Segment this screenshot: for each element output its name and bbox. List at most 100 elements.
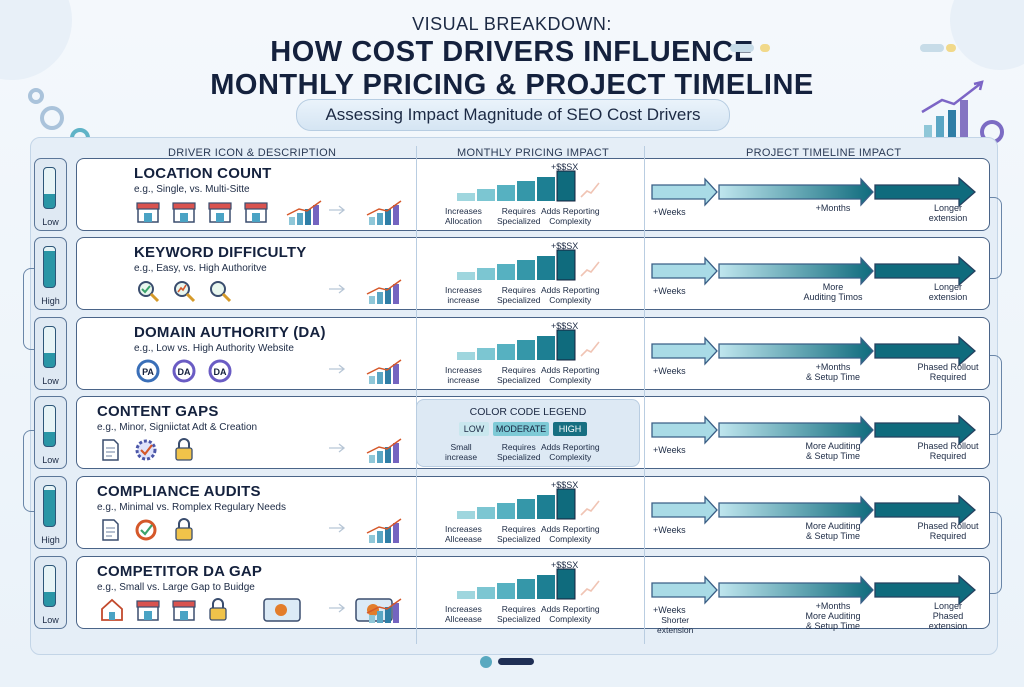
driver-title: DOMAIN AUTHORITY (DA): [134, 324, 326, 341]
price-note-3: Adds Reporting Complexity: [541, 604, 600, 624]
badge-check-icon: [135, 519, 157, 541]
price-note-1: Increases Allceease: [445, 524, 482, 544]
gauge-bar: [43, 485, 56, 527]
DA: DA: [172, 359, 196, 383]
small-arrow-icon: [329, 523, 346, 533]
note-line: Phased: [932, 611, 964, 621]
note-line: More: [822, 282, 844, 292]
magnifier-icon: [210, 281, 232, 303]
timeline-right-label: Longer extension: [903, 282, 993, 302]
note-line: Allceease: [445, 534, 482, 544]
note-line: Longer: [933, 203, 963, 213]
price-note-3: Adds Reporting Complexity: [541, 285, 600, 305]
pricing-bar: [556, 329, 576, 361]
pricing-bar: [556, 249, 576, 281]
price-tag: +$$SX: [551, 321, 579, 331]
note-line: Requires: [501, 285, 536, 295]
faded-chart-icon: [580, 261, 600, 277]
mini-trend-chart: [286, 200, 322, 225]
pricing-bar: [477, 268, 495, 280]
price-note-3: Adds Reporting Complexity: [541, 442, 600, 462]
impact-level-gauge: Low: [34, 158, 67, 231]
note-line: Adds Reporting: [541, 524, 600, 534]
driver-subtitle: e.g., Single, vs. Multi-Sitte: [134, 184, 250, 195]
small-arrow-icon: [329, 443, 346, 453]
note-line: & Setup Time: [805, 621, 861, 631]
mini-trend-chart: [366, 200, 402, 225]
price-tag: +$$SX: [551, 241, 579, 251]
padlock-icon: [209, 598, 227, 621]
note-line: Phased Rollout: [917, 521, 979, 531]
price-note-1: Increases increase: [445, 365, 482, 385]
pricing-bar-chart: [457, 249, 576, 281]
price-note-3: Adds Reporting Complexity: [541, 365, 600, 385]
flow-connector: [989, 197, 1002, 279]
impact-level-label: Low: [42, 455, 59, 465]
note-line: increase: [447, 295, 480, 305]
note-line: Phased Rollout: [917, 362, 979, 372]
pricing-bar: [556, 568, 576, 600]
padlock-icon: [175, 438, 193, 461]
pricing-bar-chart: [457, 488, 576, 520]
timeline-segment-3: [874, 256, 976, 286]
title-line-2: MONTHLY PRICING & PROJECT TIMELINE: [210, 69, 814, 101]
pricing-bar: [497, 185, 515, 201]
price-tag: +$$SX: [551, 480, 579, 490]
note-line: extension: [657, 625, 694, 635]
impact-level-gauge: High: [34, 476, 67, 549]
flow-connector: [23, 268, 36, 350]
pricing-bar: [556, 488, 576, 520]
flow-connector: [989, 512, 1002, 594]
note-line: Requires: [501, 524, 536, 534]
impact-level-label: High: [41, 535, 60, 545]
pricing-bar: [477, 189, 495, 201]
price-note-1: Increases increase: [445, 285, 482, 305]
price-note-2: Requires Specialized: [497, 206, 540, 226]
note-line: More Auditing: [805, 441, 861, 451]
timeline-left-label: +Weeks: [653, 605, 686, 615]
impact-level-gauge: Low: [34, 556, 67, 629]
price-note-2: Requires Specialized: [497, 604, 540, 624]
timeline-segment-1: [651, 415, 718, 445]
subtitle-banner: Assessing Impact Magnitude of SEO Cost D…: [296, 99, 730, 131]
impact-level-label: Low: [42, 376, 59, 386]
mini-trend-chart: [366, 598, 402, 623]
pricing-bar: [457, 193, 475, 201]
svg-text:DA: DA: [214, 367, 227, 377]
note-line: Requires: [501, 604, 536, 614]
price-tag: +$$SX: [551, 560, 579, 570]
pricing-bar: [477, 587, 495, 599]
note-line: Increases: [445, 285, 482, 295]
legend-title: COLOR CODE LEGEND: [469, 406, 587, 418]
pricing-bar: [497, 344, 515, 360]
pricing-bar: [457, 272, 475, 280]
note-line: & Setup Time: [805, 451, 861, 461]
driver-subtitle: e.g., Low vs. High Authority Website: [134, 343, 294, 354]
pricing-bar: [517, 499, 535, 519]
timeline-segment-2: [718, 336, 874, 366]
timeline-segment-3: [874, 575, 976, 605]
timeline-segment-3: [874, 415, 976, 445]
timeline-segment-3: [874, 495, 976, 525]
gauge-bar: [43, 167, 56, 209]
note-line: Specialized: [497, 375, 541, 385]
driver-title: LOCATION COUNT: [134, 165, 272, 182]
timeline-segment-2: [718, 575, 874, 605]
pricing-bar-chart: [457, 568, 576, 600]
impact-level-label: Low: [42, 217, 59, 227]
storefront-icon: [172, 600, 196, 621]
column-divider: [416, 146, 417, 644]
color-code-legend: COLOR CODE LEGEND LOW MODERATE HIGH Smal…: [416, 399, 640, 467]
timeline-segment-2: [718, 415, 874, 445]
impact-level-label: Low: [42, 615, 59, 625]
note-line: +Months: [815, 203, 851, 213]
driver-subtitle: e.g., Small vs. Large Gap to Buidge: [97, 582, 255, 593]
price-tag: +$$SX: [551, 162, 579, 172]
faded-chart-icon: [580, 341, 600, 357]
driver-title: COMPETITOR DA GAP: [97, 563, 263, 580]
price-note-2: Requires Specialized: [497, 365, 540, 385]
pricing-bar: [457, 352, 475, 360]
driver-subtitle: e.g., Minimal vs. Romplex Regulary Needs: [97, 502, 286, 513]
storefront-icon: [208, 202, 232, 223]
DA: DA: [208, 359, 232, 383]
